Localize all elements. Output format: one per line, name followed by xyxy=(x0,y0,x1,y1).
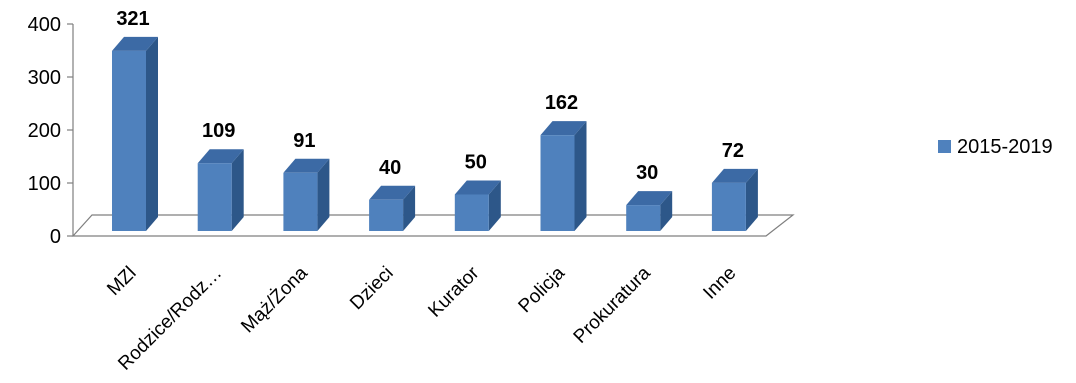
bar-top xyxy=(112,36,158,51)
chart-floor xyxy=(71,214,795,237)
bar-top xyxy=(369,185,416,200)
bar xyxy=(454,194,489,231)
category-label: Policja xyxy=(515,262,570,317)
bar-top xyxy=(454,180,501,195)
bar-side xyxy=(488,180,501,231)
bar-side xyxy=(317,158,330,231)
bar-top xyxy=(283,158,330,173)
y-tick-label: 100 xyxy=(28,173,61,195)
bar-top xyxy=(540,121,587,136)
bar xyxy=(369,199,404,231)
category-label: Dzieci xyxy=(346,263,397,314)
category-label: Kurator xyxy=(424,262,483,321)
category-label: Mąż/Żona xyxy=(237,262,312,337)
data-label: 91 xyxy=(293,130,315,152)
bar-top xyxy=(711,168,758,183)
category-label: Inne xyxy=(699,263,740,304)
data-label: 40 xyxy=(379,157,401,179)
data-label: 30 xyxy=(636,162,658,184)
y-tick-label: 300 xyxy=(28,67,61,89)
data-label: 109 xyxy=(202,120,235,142)
bar xyxy=(626,205,661,231)
bar xyxy=(112,50,146,232)
category-label: MZl xyxy=(103,263,140,300)
legend: 2015-2019 xyxy=(938,136,1053,158)
bar xyxy=(283,172,318,231)
data-label: 321 xyxy=(116,8,149,30)
legend-label: 2015-2019 xyxy=(957,136,1053,158)
y-tick-label: 200 xyxy=(28,120,61,142)
legend-swatch xyxy=(938,140,951,153)
y-tick-label: 400 xyxy=(28,14,61,36)
data-label: 50 xyxy=(465,152,487,174)
bar-side xyxy=(660,191,673,231)
data-label: 162 xyxy=(545,92,578,114)
bar-top xyxy=(626,191,673,206)
bar xyxy=(711,182,746,231)
y-tick-label: 0 xyxy=(50,226,61,248)
bar xyxy=(197,163,232,231)
data-label: 72 xyxy=(722,140,744,162)
bar-side xyxy=(231,149,244,231)
bar-side xyxy=(403,185,416,231)
axes-layer xyxy=(67,23,795,237)
bar-top xyxy=(197,149,244,164)
bar-side xyxy=(574,121,587,231)
category-label: Prokuratura xyxy=(570,262,655,347)
bar-side xyxy=(745,168,758,231)
bar xyxy=(540,135,575,231)
bars-layer xyxy=(112,36,758,232)
bar-side xyxy=(146,36,158,232)
